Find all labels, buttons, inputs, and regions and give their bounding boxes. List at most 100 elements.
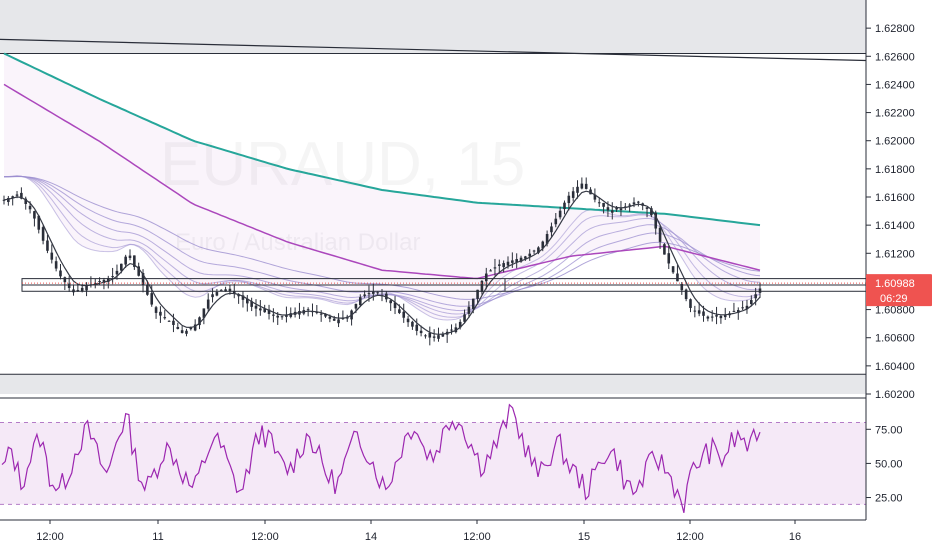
price-tick-label: 1.60200: [875, 389, 915, 401]
candle-body: [228, 288, 232, 292]
candle-body: [750, 300, 753, 305]
candle-body: [167, 320, 171, 322]
candle-body: [550, 226, 553, 233]
ma-teal-line[interactable]: [3, 52, 761, 227]
price-tick-label: 1.60400: [875, 361, 915, 373]
candle-body: [172, 320, 175, 325]
candle-body: [115, 270, 119, 275]
watermark-symbol: EURAUD, 15: [160, 130, 525, 199]
candle-body: [28, 205, 32, 210]
candle-body: [76, 290, 80, 292]
candle-body: [146, 284, 149, 295]
candle-body: [658, 227, 662, 242]
candle-body: [411, 321, 414, 327]
candle-body: [328, 316, 332, 319]
candle-body: [493, 267, 497, 269]
rsi-line[interactable]: [1, 403, 761, 513]
ma-fast-line[interactable]: [3, 190, 761, 335]
ma-ribbon-fill: [4, 53, 760, 320]
candle-body: [484, 273, 488, 282]
candle-body: [676, 273, 679, 282]
time-tick-label: 15: [578, 531, 590, 543]
candle-body: [428, 332, 432, 338]
candle-body: [50, 252, 54, 260]
candle-body: [645, 207, 649, 209]
candle-body: [246, 298, 249, 304]
resistance-zone[interactable]: [0, 0, 866, 54]
rsi-axis[interactable]: 75.00 50.00 25.00: [866, 424, 903, 505]
candle-body: [163, 317, 167, 319]
candle-body: [180, 330, 184, 333]
candle-body: [637, 201, 640, 203]
candle-body: [224, 289, 227, 292]
time-tick-label: 16: [789, 531, 801, 543]
price-tick-label: 1.61800: [875, 164, 915, 176]
candle-body: [285, 314, 288, 317]
current-price-label: 1.60988: [875, 278, 915, 290]
candle-body: [419, 330, 423, 334]
candle-body: [63, 277, 67, 283]
candle-body: [471, 298, 475, 310]
candle-body: [393, 302, 397, 309]
time-axis[interactable]: 12:00 11 12:00 14 12:00 15 12:00 16: [36, 520, 801, 543]
candle-body: [615, 207, 618, 210]
candle-body: [680, 283, 684, 291]
candle-body: [398, 309, 401, 313]
candle-body: [723, 314, 727, 318]
current-price-tag: 1.60988 06:29: [866, 274, 932, 307]
candle-body: [424, 335, 427, 337]
candle-body: [276, 315, 280, 318]
price-tick-label: 1.62200: [875, 108, 915, 120]
candle-body: [59, 270, 62, 277]
candle-body: [219, 289, 223, 291]
candle-body: [715, 315, 718, 317]
candle-body: [176, 326, 180, 329]
candle-body: [541, 241, 545, 249]
candle-body: [37, 215, 41, 230]
time-tick-label: 12:00: [36, 531, 64, 543]
candle-body: [254, 305, 258, 309]
rsi-tick-label: 25.00: [875, 493, 903, 505]
price-tick-label: 1.62800: [875, 23, 915, 35]
price-tick-label: 1.61600: [875, 192, 915, 204]
candle-body: [358, 297, 362, 306]
candle-body: [2, 199, 6, 201]
candle-body: [98, 281, 101, 283]
ma-purple-line[interactable]: [3, 83, 761, 280]
price-axis[interactable]: 1.62800 1.62600 1.62400 1.62200 1.62000 1.618…: [866, 23, 915, 401]
candle-body: [437, 335, 440, 339]
candle-body: [689, 299, 692, 308]
candle-body: [46, 240, 49, 251]
candle-body: [185, 330, 188, 334]
candle-body: [489, 270, 492, 272]
candle-body: [315, 312, 319, 314]
candle-body: [458, 321, 462, 328]
candle-body: [563, 202, 566, 210]
candle-body: [332, 318, 336, 321]
candle-body: [710, 316, 714, 318]
candle-body: [54, 261, 58, 269]
candle-body: [558, 210, 562, 218]
trendline[interactable]: [0, 38, 867, 62]
support-zone[interactable]: [0, 374, 866, 394]
candle-body: [706, 316, 710, 319]
candle-body: [467, 306, 471, 314]
candle-body: [741, 307, 744, 309]
candle-body: [754, 294, 757, 299]
candle-body: [159, 311, 162, 316]
candle-body: [498, 264, 501, 266]
candle-body: [663, 244, 666, 255]
candle-body: [684, 289, 688, 300]
candle-body: [567, 195, 571, 204]
candle-body: [106, 278, 110, 282]
candle-body: [124, 256, 127, 265]
price-tick-label: 1.61400: [875, 220, 915, 232]
candle-body: [237, 294, 240, 297]
time-tick-label: 12:00: [463, 531, 491, 543]
candle-body: [628, 204, 631, 206]
candle-body: [263, 308, 266, 313]
candle-body: [319, 313, 323, 315]
candle-body: [650, 208, 653, 216]
